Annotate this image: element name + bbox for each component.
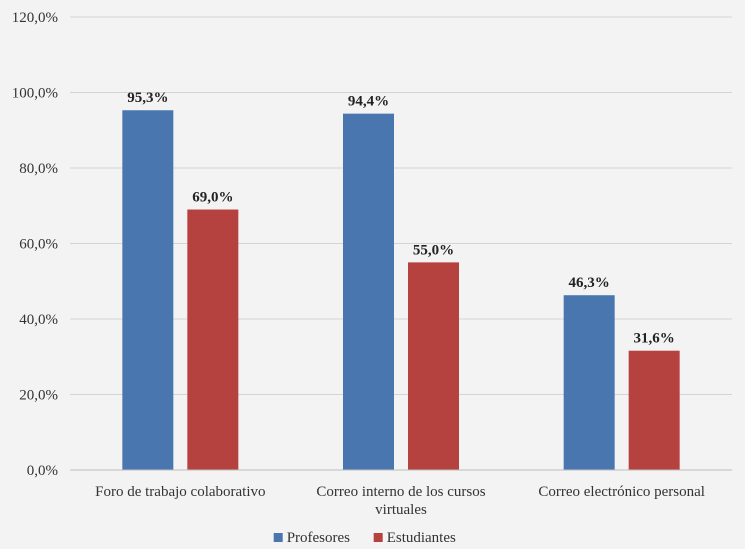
y-axis: 0,0% 20,0% 40,0% 60,0% 80,0% 100,0% 120,0% [12,10,58,479]
legend-swatch-estudiantes [373,533,383,542]
bar-estudiantes [187,209,239,470]
data-label: 55,0% [413,242,454,258]
x-tick-label: virtuales [375,502,427,518]
x-tick-label: Correo interno de los cursos [316,484,485,500]
legend-swatch-profesores [273,533,283,542]
data-label: 69,0% [192,190,233,206]
y-tick-label: 120,0% [12,10,58,26]
bar-profesores [122,110,174,471]
y-tick-label: 40,0% [19,312,58,328]
x-tick-label: Correo electrónico personal [538,484,705,500]
y-tick-label: 20,0% [19,388,58,404]
gridlines [70,16,732,471]
legend-label-profesores: Profesores [287,530,350,546]
legend-label-estudiantes: Estudiantes [387,530,456,546]
data-label: 46,3% [569,275,610,291]
data-labels: 95,3% 69,0% 94,4% 55,0% 46,3% 31,6% [127,90,675,346]
y-tick-label: 0,0% [27,463,58,479]
data-label: 95,3% [127,90,168,106]
x-tick-label: Foro de trabajo colaborativo [95,484,265,500]
bar-profesores [563,295,615,470]
bar-estudiantes [408,262,459,470]
bar-estudiantes [628,350,680,470]
x-axis: Foro de trabajo colaborativo Correo inter… [70,469,732,518]
bars [122,110,680,471]
y-tick-label: 80,0% [19,161,58,177]
data-label: 31,6% [634,331,675,347]
data-label: 94,4% [348,94,389,110]
bar-profesores [343,113,394,470]
y-tick-label: 60,0% [19,237,58,253]
legend: Profesores Estudiantes [273,530,456,546]
y-tick-label: 100,0% [12,86,58,102]
